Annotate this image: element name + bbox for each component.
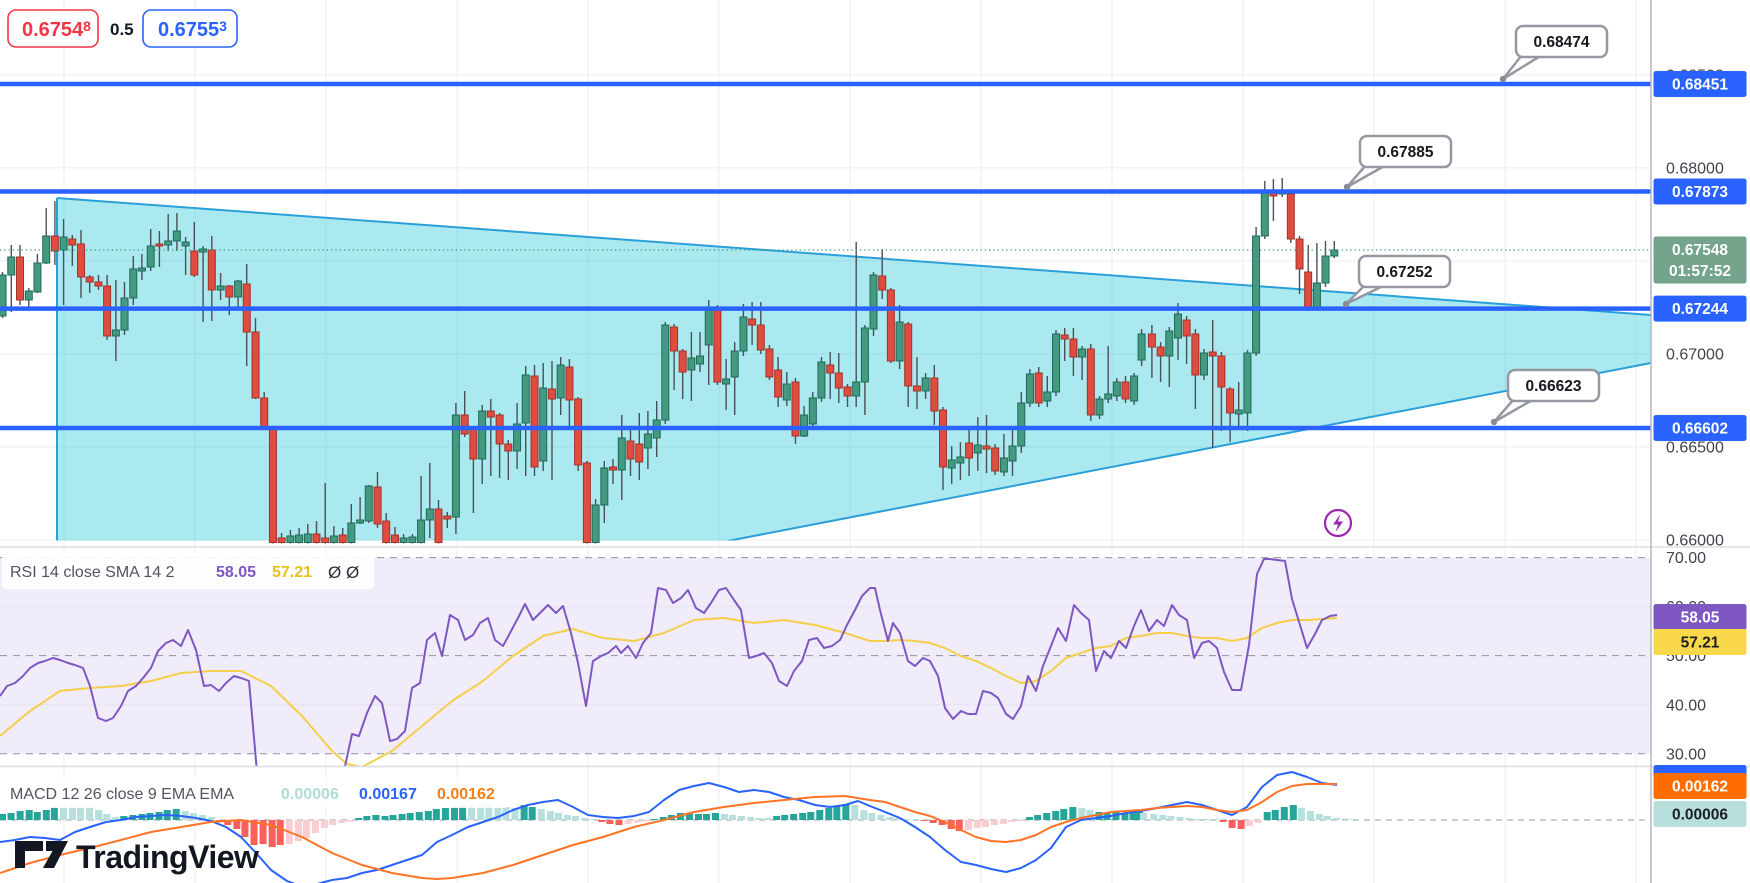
svg-text:0.67548: 0.67548 (1672, 242, 1728, 259)
svg-text:0.67553: 0.67553 (158, 18, 227, 41)
svg-text:0.00162: 0.00162 (1672, 778, 1728, 795)
svg-text:0.68000: 0.68000 (1666, 161, 1724, 178)
svg-text:0.67244: 0.67244 (1672, 301, 1728, 318)
svg-text:0.67548: 0.67548 (22, 18, 91, 41)
svg-text:0.68474: 0.68474 (1533, 34, 1589, 51)
svg-text:RSI 14 close SMA 14 2: RSI 14 close SMA 14 2 (10, 564, 175, 581)
svg-text:TradingView: TradingView (76, 839, 259, 875)
svg-text:0.00162: 0.00162 (437, 786, 495, 803)
svg-text:0.66623: 0.66623 (1525, 378, 1581, 395)
svg-text:0.68451: 0.68451 (1672, 76, 1728, 93)
svg-text:58.05: 58.05 (216, 564, 256, 581)
svg-text:0.66000: 0.66000 (1666, 533, 1724, 550)
svg-text:0.67000: 0.67000 (1666, 347, 1724, 364)
svg-text:MACD 12 26 close 9 EMA EMA: MACD 12 26 close 9 EMA EMA (10, 786, 234, 803)
svg-text:57.21: 57.21 (1681, 634, 1720, 651)
svg-text:0.67252: 0.67252 (1376, 264, 1432, 281)
svg-text:0.5: 0.5 (110, 20, 134, 39)
svg-text:40.00: 40.00 (1666, 697, 1706, 714)
svg-text:30.00: 30.00 (1666, 746, 1706, 763)
svg-text:0.00006: 0.00006 (281, 786, 339, 803)
svg-text:0.00167: 0.00167 (359, 786, 417, 803)
svg-text:0.66602: 0.66602 (1672, 420, 1728, 437)
svg-text:70.00: 70.00 (1666, 550, 1706, 567)
svg-text:58.05: 58.05 (1681, 609, 1720, 626)
svg-text:0.67885: 0.67885 (1377, 144, 1433, 161)
svg-text:57.21: 57.21 (272, 564, 312, 581)
svg-text:0.66500: 0.66500 (1666, 440, 1724, 457)
svg-text:01:57:52: 01:57:52 (1669, 263, 1731, 280)
svg-text:Ø Ø: Ø Ø (328, 563, 359, 582)
svg-text:0.00006: 0.00006 (1672, 806, 1728, 823)
svg-text:0.67873: 0.67873 (1672, 184, 1728, 201)
